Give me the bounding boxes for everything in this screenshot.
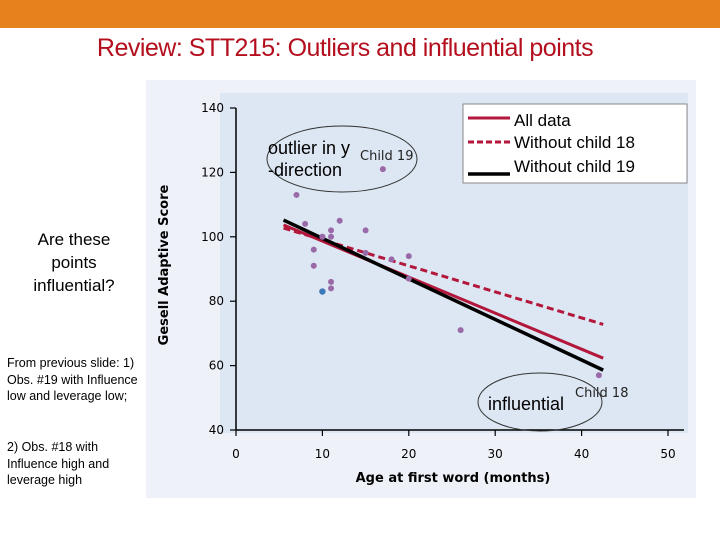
scatter-chart: 40 60 80 100 120 140 0 10 20 30 40 50 Gesell Adapt… <box>146 80 696 498</box>
data-point <box>362 249 369 256</box>
y-tick-label: 120 <box>201 165 224 179</box>
data-point <box>388 256 395 263</box>
highlighted-data-point <box>319 288 326 295</box>
regression-line-1 <box>282 223 604 360</box>
data-point <box>310 262 317 269</box>
data-point <box>405 275 412 282</box>
x-tick-label: 0 <box>232 447 240 461</box>
note-obs-19: From previous slide: 1) Obs. #19 with In… <box>7 356 138 403</box>
y-axis-label: Gesell Adaptive Score <box>157 184 172 345</box>
outlier-annotation-line1: outlier in y <box>268 138 350 158</box>
data-point <box>595 372 602 379</box>
data-point <box>328 233 335 240</box>
data-point <box>319 233 326 240</box>
x-axis-label: Age at first word (months) <box>356 471 551 486</box>
legend-label-all-data: All data <box>514 111 571 130</box>
child-18-label: Child 18 <box>575 386 628 401</box>
influential-ellipse <box>477 372 603 432</box>
data-point <box>336 217 343 224</box>
slide-title: Review: STT215: Outliers and influential… <box>96 34 594 62</box>
data-point <box>457 327 464 334</box>
x-tick-label: 30 <box>488 447 503 461</box>
child-19-label: Child 19 <box>360 149 413 164</box>
data-point <box>379 166 386 173</box>
regression-line-3 <box>282 218 604 372</box>
data-point <box>328 227 335 234</box>
y-tick-label: 40 <box>209 423 224 437</box>
note-obs-18: 2) Obs. #18 with Influence high and leve… <box>7 440 110 487</box>
legend-label-without-18: Without child 18 <box>514 133 635 152</box>
y-tick-label: 140 <box>201 101 224 115</box>
data-point <box>293 191 300 198</box>
x-tick-label: 50 <box>660 447 675 461</box>
y-tick-label: 80 <box>209 294 224 308</box>
legend-label-without-19: Without child 19 <box>514 157 635 176</box>
y-tick-label: 100 <box>201 230 224 244</box>
x-tick-label: 40 <box>574 447 589 461</box>
top-accent-bar <box>0 0 720 28</box>
x-tick-label: 10 <box>315 447 330 461</box>
influential-annotation: influential <box>488 394 564 414</box>
data-point <box>328 278 335 285</box>
outlier-ellipse <box>266 125 418 193</box>
data-point <box>328 285 335 292</box>
x-tick-label: 20 <box>401 447 416 461</box>
data-point <box>310 246 317 253</box>
data-point <box>362 227 369 234</box>
y-tick-label: 60 <box>209 359 224 373</box>
data-point <box>405 253 412 260</box>
question-text: Are these points influential? <box>33 230 115 295</box>
data-point <box>302 220 309 227</box>
outlier-annotation-line2: -direction <box>268 160 342 180</box>
